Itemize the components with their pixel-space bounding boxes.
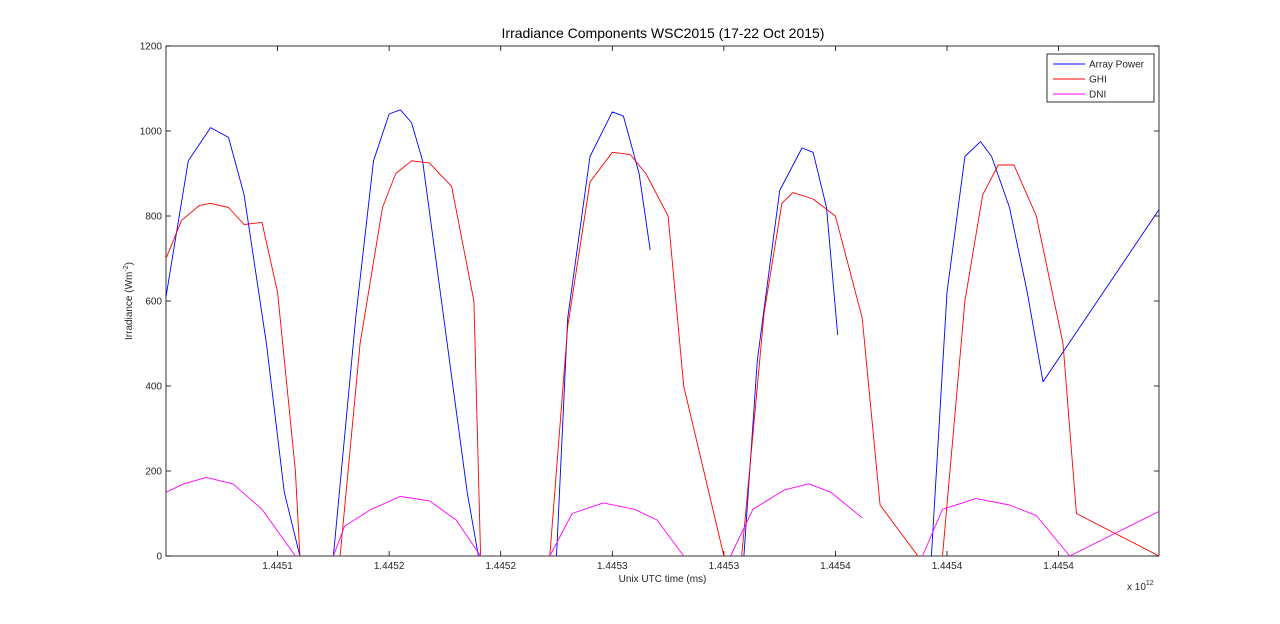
y-label-base: Irradiance (Wm <box>124 272 135 340</box>
x-tick-label: 1.4454 <box>932 561 963 572</box>
chart-title: Irradiance Components WSC2015 (17-22 Oct… <box>502 25 825 41</box>
x-tick-label: 1.4452 <box>374 561 405 572</box>
y-tick-label: 400 <box>145 382 162 393</box>
x-axis-multiplier: x 1012 <box>1127 580 1154 593</box>
x-multiplier-exponent: 12 <box>1146 580 1154 587</box>
series-line-dni <box>165 476 1160 557</box>
y-tick-label: 200 <box>145 467 162 478</box>
series-layer <box>165 109 1160 557</box>
x-tick-label: 1.4452 <box>485 561 516 572</box>
legend-label-array-power: Array Power <box>1089 60 1145 71</box>
legend-label-ghi: GHI <box>1089 75 1107 86</box>
series-line-array-power <box>165 109 1160 557</box>
y-axis-label: Irradiance (Wm-2) <box>123 262 135 340</box>
y-tick-label: 600 <box>145 297 162 308</box>
x-tick-label: 1.4453 <box>597 561 628 572</box>
y-label-close: ) <box>124 262 135 265</box>
y-tick-label: 0 <box>156 552 162 563</box>
x-multiplier-base: x 10 <box>1127 582 1146 593</box>
x-axis-label: Unix UTC time (ms) <box>619 574 707 585</box>
y-label-superscript: -2 <box>123 265 130 271</box>
series-line-ghi <box>165 151 1160 557</box>
y-tick-label: 1000 <box>140 127 163 138</box>
x-tick-label: 1.4451 <box>262 561 293 572</box>
x-tick-label: 1.4453 <box>709 561 740 572</box>
y-tick-label: 1200 <box>140 42 163 53</box>
legend-label-dni: DNI <box>1089 90 1106 101</box>
legend: Array Power GHI DNI <box>1046 53 1155 103</box>
y-tick-label: 800 <box>145 212 162 223</box>
y-axis: 0 200 400 600 800 1000 1200 <box>140 42 1159 563</box>
x-tick-label: 1.4454 <box>820 561 851 572</box>
x-tick-label: 1.4454 <box>1043 561 1074 572</box>
x-axis: 1.4451 1.4452 1.4452 1.4453 1.4453 1.4454 1.44… <box>262 46 1074 572</box>
